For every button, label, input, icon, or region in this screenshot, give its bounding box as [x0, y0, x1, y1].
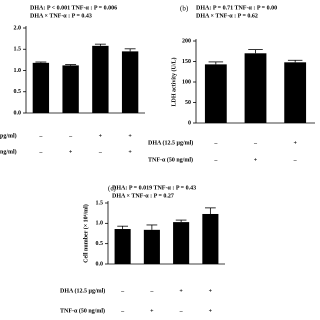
annotation: DHA: P < 0.001 TNF-α : P = 0.006: [30, 5, 117, 11]
treatment-sign: –: [38, 149, 43, 155]
y-tick-label: 50: [185, 100, 191, 106]
annotation: DHA × TNF-α : P = 0.27: [112, 193, 174, 199]
y-tick-label: 1.5: [96, 200, 104, 206]
treatment-sign: –: [149, 288, 154, 294]
treatment-sign: –: [213, 157, 218, 163]
y-tick-label: 2.0: [14, 25, 22, 31]
treatment-sign: +: [69, 149, 73, 155]
bar: [121, 51, 139, 113]
treatment-sign: –: [179, 308, 184, 314]
treatment-sign: +: [150, 308, 154, 314]
y-tick-label: 1.5: [14, 47, 22, 53]
treatment-sign: –: [120, 308, 125, 314]
treatment-sign: –: [253, 140, 258, 146]
treatment-label: DHA (12.5 µg/ml): [60, 287, 105, 294]
bar: [62, 65, 79, 113]
y-axis-label: LDH activity (U/L): [170, 58, 177, 107]
treatment-sign: +: [209, 288, 213, 294]
treatment-sign: +: [128, 133, 132, 139]
panel-label: (b): [180, 5, 189, 13]
treatment-sign: –: [68, 133, 73, 139]
y-tick-label: 0.0: [96, 261, 104, 267]
panel-label: (c): [108, 185, 116, 193]
y-tick-label: 0.5: [96, 241, 104, 247]
y-tick-label: 0.0: [14, 110, 22, 116]
treatment-sign: +: [128, 149, 132, 155]
bar: [143, 229, 160, 264]
treatment-label: pg/ml): [0, 132, 17, 139]
annotation: DHA: P = 0.019 TNF-α : P = 0.43: [112, 185, 196, 191]
bar: [114, 229, 131, 264]
treatment-label: DHA (12.5 µg/ml): [148, 139, 193, 146]
treatment-sign: –: [120, 288, 125, 294]
treatment-label: TNF-α (50 ng/ml): [148, 156, 193, 163]
bar: [202, 213, 219, 264]
y-tick-label: 150: [182, 59, 191, 65]
treatment-sign: +: [99, 133, 103, 139]
annotation: DHA × TNF-α : P = 0.43: [30, 13, 92, 19]
bar: [204, 64, 227, 123]
treatment-sign: –: [293, 157, 298, 163]
y-tick-label: 100: [182, 79, 191, 85]
bar: [284, 62, 307, 123]
treatment-label: ng/ml): [0, 148, 17, 155]
bar: [244, 53, 267, 123]
treatment-sign: +: [293, 140, 297, 146]
y-tick-label: 0: [188, 120, 191, 126]
annotation: DHA: P = 0.71 TNF-α : P = 0.00: [196, 5, 277, 11]
bar: [32, 62, 50, 113]
y-tick-label: 200: [182, 38, 191, 44]
treatment-label: TNF-α (50 ng/ml): [60, 307, 105, 314]
treatment-sign: +: [179, 288, 183, 294]
y-tick-label: 0.5: [14, 89, 22, 95]
treatment-sign: +: [254, 157, 258, 163]
treatment-sign: –: [213, 140, 218, 146]
y-tick-label: 1.0: [14, 68, 22, 74]
bar: [92, 45, 109, 113]
treatment-sign: –: [38, 133, 43, 139]
y-axis-label: Cell number (× 10⁴/ml): [82, 204, 89, 263]
treatment-sign: +: [209, 308, 213, 314]
treatment-sign: –: [98, 149, 103, 155]
bar: [173, 222, 190, 264]
annotation: DHA × TNF-α : P = 0.62: [196, 13, 258, 19]
y-tick-label: 1.0: [96, 221, 104, 227]
